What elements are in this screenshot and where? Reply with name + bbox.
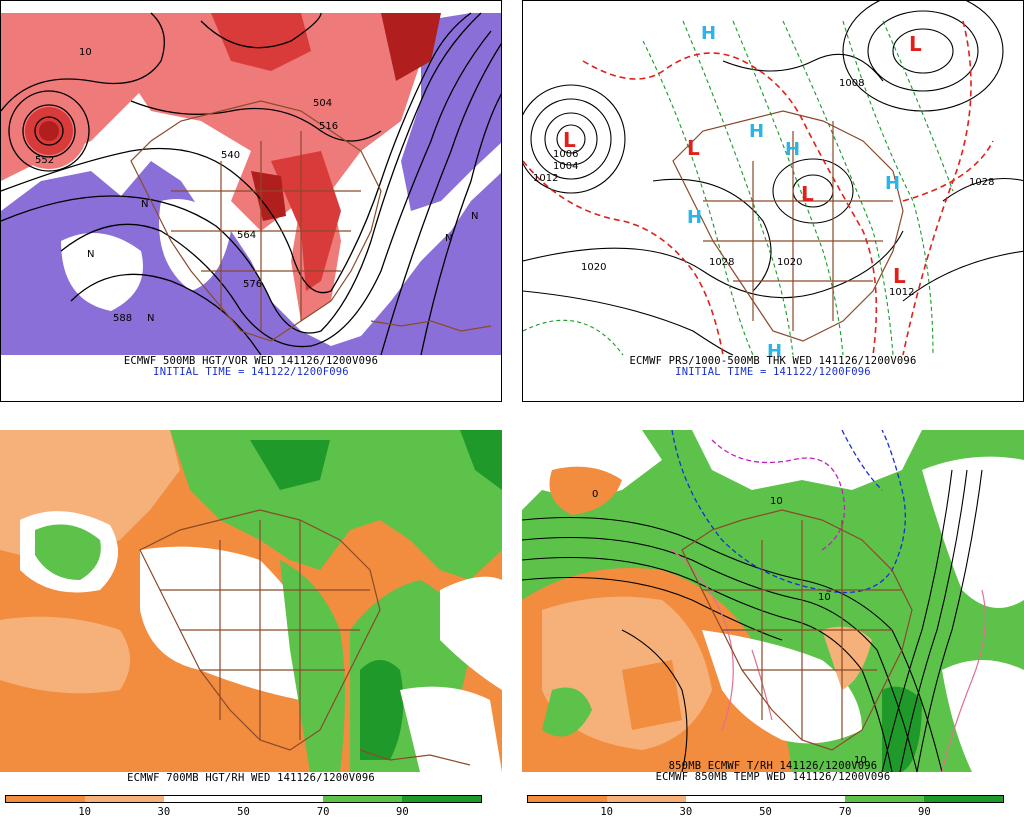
isobar-label: 1012 xyxy=(533,173,558,184)
map-850mb: 10 10 0 10 xyxy=(522,430,1024,773)
n-label: N xyxy=(147,313,154,324)
colorbar-tick: 50 xyxy=(237,806,250,818)
caption-700mb: ECMWF 700MB HGT/RH WED 141126/1200V096 xyxy=(127,772,375,784)
isobar-label: 1020 xyxy=(777,257,802,268)
high-pressure-symbol: H xyxy=(701,23,716,44)
panel-700mb-hgt-rh: ECMWF 700MB HGT/RH WED 141126/1200V096 1… xyxy=(0,418,502,819)
isobar-label: 1004 xyxy=(553,161,578,172)
high-pressure-symbol: H xyxy=(767,341,782,362)
colorbar-850mb xyxy=(527,795,1004,803)
colorbar-tick: 50 xyxy=(759,806,772,818)
map-prs-thk: 1004 1012 1020 1028 1020 1008 1012 1028 … xyxy=(523,1,1023,362)
init-time-prs-thk: INITIAL TIME = 141122/1200F096 xyxy=(675,366,871,378)
isobar-label: 1028 xyxy=(969,177,994,188)
isobar-label: 1028 xyxy=(709,257,734,268)
high-pressure-symbol: H xyxy=(785,139,800,160)
high-pressure-symbol: H xyxy=(749,121,764,142)
panel-prs-thk: 1004 1012 1020 1028 1020 1008 1012 1028 … xyxy=(522,0,1024,402)
map-700mb xyxy=(0,430,502,772)
colorbar-tick: 10 xyxy=(78,806,91,818)
colorbar-700mb xyxy=(5,795,482,803)
colorbar-tick: 30 xyxy=(679,806,693,818)
contour-label: 10 xyxy=(854,755,867,766)
panel-500mb-hgt-vor: 552 564 576 588 540 504 516 10 N N N N N… xyxy=(0,0,502,402)
n-label: N xyxy=(471,211,478,222)
contour-label-504: 504 xyxy=(313,98,332,109)
high-pressure-symbol: H xyxy=(885,173,900,194)
contour-label-540: 540 xyxy=(221,150,240,161)
low-pressure-symbol: L xyxy=(687,136,700,160)
isobar-label: 1012 xyxy=(889,287,914,298)
high-pressure-symbol: H xyxy=(687,207,702,228)
contour-label-10: 10 xyxy=(79,47,92,58)
contour-label: 10 xyxy=(818,592,831,603)
contour-label-588: 588 xyxy=(113,313,132,324)
low-pressure-symbol: L xyxy=(801,182,814,206)
low-pressure-symbol: L xyxy=(563,128,576,152)
caption-850mb-temp: ECMWF 850MB TEMP WED 141126/1200V096 xyxy=(655,771,891,783)
contour-label: 10 xyxy=(770,496,783,507)
contour-label-576: 576 xyxy=(243,279,262,290)
contour-label: 0 xyxy=(592,489,598,500)
colorbar-tick: 90 xyxy=(918,806,931,818)
colorbar-tick: 30 xyxy=(157,806,171,818)
isobar-label: 1006 xyxy=(553,149,578,160)
colorbar-tick: 10 xyxy=(600,806,613,818)
panel-850mb-t-rh: 10 10 0 10 850MB ECMWF T/RH 141126/1200V… xyxy=(522,418,1024,819)
low-pressure-symbol: L xyxy=(909,32,922,56)
n-label: N xyxy=(87,249,94,260)
n-label: N xyxy=(141,199,148,210)
low-pressure-symbol: L xyxy=(893,264,906,288)
init-time-500mb: INITIAL TIME = 141122/1200F096 xyxy=(153,366,349,378)
n-label: N xyxy=(445,233,452,244)
contour-label-564: 564 xyxy=(237,230,256,241)
contour-label-516: 516 xyxy=(319,121,338,132)
colorbar-tick: 70 xyxy=(838,806,852,818)
caption-prs-thk: ECMWF PRS/1000-500MB THK WED 141126/1200… xyxy=(629,355,917,367)
caption-500mb: ECMWF 500MB HGT/VOR WED 141126/1200V096 xyxy=(123,355,379,367)
colorbar-tick: 70 xyxy=(316,806,330,818)
isobar-label: 1020 xyxy=(581,262,606,273)
colorbar-tick: 90 xyxy=(396,806,409,818)
caption-850mb-t-rh: 850MB ECMWF T/RH 141126/1200V096 xyxy=(668,760,878,772)
isobar-label: 1008 xyxy=(839,78,864,89)
map-500mb: 552 564 576 588 540 504 516 10 N N N N N xyxy=(1,12,501,356)
contour-label-552: 552 xyxy=(35,155,54,166)
